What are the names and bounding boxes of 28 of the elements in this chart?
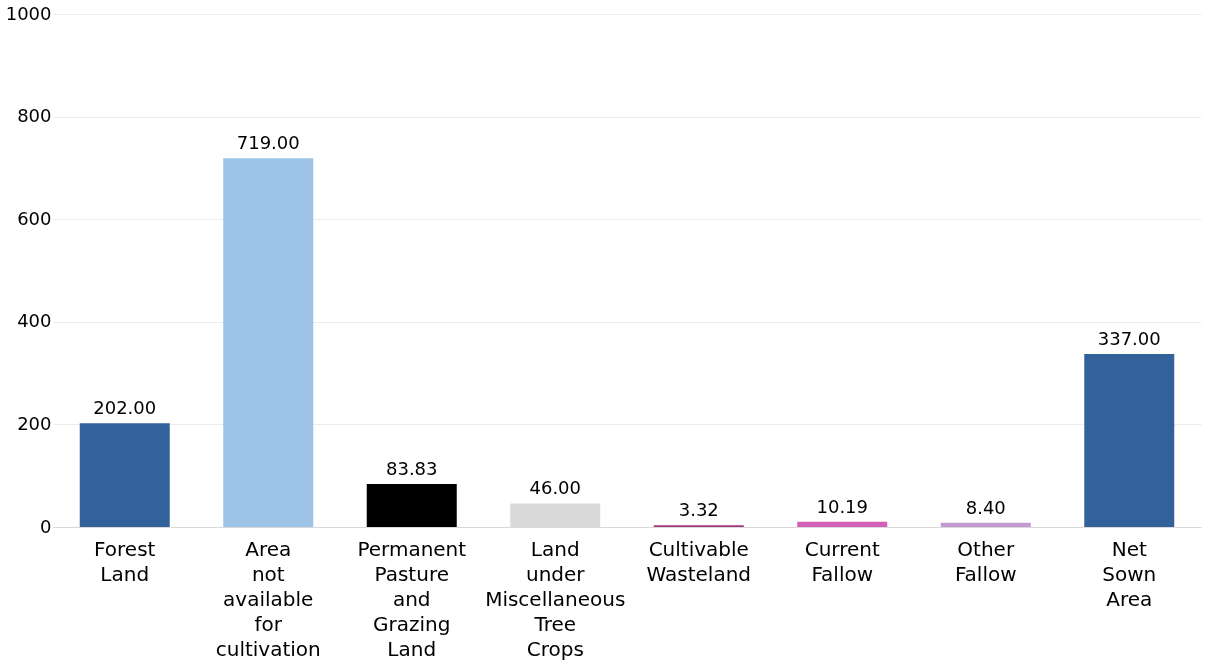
- data-label: 83.83: [385, 458, 438, 479]
- x-tick-label: Cultivable Wasteland: [646, 536, 752, 586]
- y-tick-label: 0: [40, 515, 52, 537]
- data-label: 3.32: [678, 499, 719, 521]
- y-tick-label: 600: [17, 207, 52, 229]
- data-label: 202.00: [93, 397, 157, 419]
- bar: [1084, 354, 1175, 527]
- x-tick-label: Forest Land: [94, 536, 156, 586]
- y-tick-label: 200: [17, 412, 52, 434]
- bar: [797, 521, 888, 527]
- x-tick-label: Land under Miscellaneous Tree Crops: [485, 536, 626, 661]
- data-label: 10.19: [816, 495, 869, 517]
- data-label: 719.00: [236, 132, 300, 154]
- x-tick-label: Permanent Pasture and Grazing Land: [357, 536, 467, 661]
- x-tick-label: Other Fallow: [954, 536, 1017, 586]
- x-tick-label: Net Sown Area: [1102, 536, 1157, 611]
- data-label: 46.00: [529, 477, 582, 499]
- y-tick-label: 1000: [5, 2, 52, 24]
- x-tick-label: Current Fallow: [804, 536, 880, 586]
- data-label: 337.00: [1097, 328, 1161, 350]
- x-tick-label: Area not available for cultivation: [215, 536, 321, 661]
- bar: [223, 158, 314, 527]
- bar: [940, 522, 1031, 527]
- y-tick-label: 800: [17, 105, 52, 127]
- data-label: 8.40: [965, 496, 1006, 518]
- bar: [79, 423, 170, 527]
- y-tick-label: 400: [17, 310, 52, 332]
- bar: [366, 484, 457, 527]
